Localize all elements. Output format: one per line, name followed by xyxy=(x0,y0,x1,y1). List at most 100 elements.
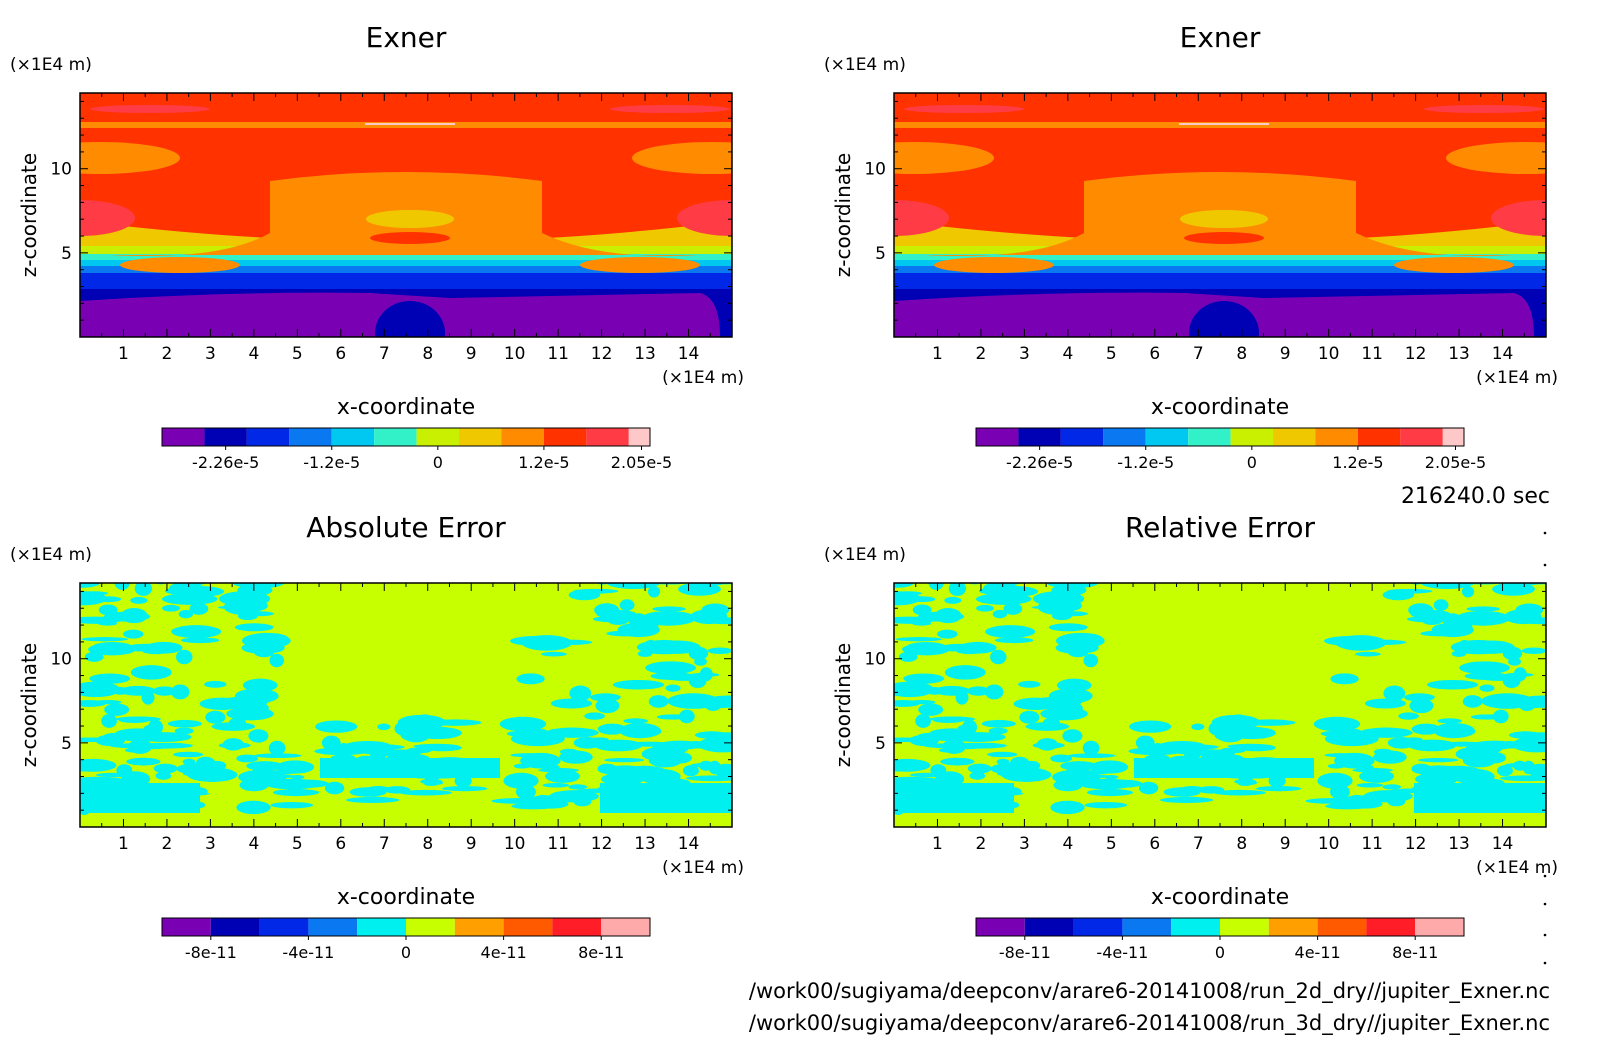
x-tick-label: 10 xyxy=(504,344,526,364)
x-tick-label: 12 xyxy=(591,344,613,364)
colorbar-swatch xyxy=(503,918,553,936)
y-unit-label: (×1E4 m) xyxy=(824,545,906,565)
y-tick-label: 10 xyxy=(50,160,72,180)
x-tick-label: 2 xyxy=(162,344,173,364)
colorbar-label: -2.26e-5 xyxy=(192,453,259,472)
colorbar-swatch xyxy=(204,428,247,446)
panel-3: Absolute Error(×1E4 m)1 2 3 4 5 6 7 8 9 10 11 12 13 1… xyxy=(10,511,744,962)
colorbar-swatch xyxy=(501,428,544,446)
x-tick-label: 7 xyxy=(1193,834,1204,854)
y-tick-label: 5 xyxy=(61,734,72,754)
colorbar-swatch xyxy=(1145,428,1189,446)
x-tick-label: 1 xyxy=(118,834,129,854)
colorbar-swatch xyxy=(1220,918,1269,936)
colorbar-swatch xyxy=(162,428,205,446)
colorbar-swatch xyxy=(1230,428,1274,446)
colorbar-swatch xyxy=(406,918,455,936)
colorbar-label: -8e-11 xyxy=(999,943,1051,962)
y-axis-label: z-coordinate xyxy=(831,153,855,277)
colorbar-swatch xyxy=(1188,428,1231,446)
x-tick-label: 1 xyxy=(932,834,943,854)
x-tick-label: 11 xyxy=(1361,834,1383,854)
x-tick-label: 7 xyxy=(1193,344,1204,364)
colorbar-swatch xyxy=(586,428,629,446)
x-tick-label: 13 xyxy=(634,344,656,364)
colorbar-swatch xyxy=(1122,918,1172,936)
colorbar-swatch xyxy=(374,428,417,446)
y-unit-label: (×1E4 m) xyxy=(10,545,92,565)
x-axis-label: x-coordinate xyxy=(337,885,475,910)
colorbar-swatch xyxy=(1018,428,1061,446)
colorbar-swatch xyxy=(259,918,309,936)
colorbar-swatch xyxy=(1357,428,1401,446)
y-tick-label: 10 xyxy=(50,650,72,670)
y-tick-label: 5 xyxy=(61,244,72,264)
x-tick-label: 9 xyxy=(466,344,477,364)
colorbar-swatch xyxy=(459,428,502,446)
x-axis-label: x-coordinate xyxy=(1151,885,1289,910)
colorbar-swatch xyxy=(1060,428,1104,446)
colorbar-label: 8e-11 xyxy=(1392,943,1438,962)
colorbar-label: -1.2e-5 xyxy=(303,453,360,472)
x-tick-label: 3 xyxy=(1019,344,1030,364)
x-tick-label: 14 xyxy=(1492,344,1514,364)
x-tick-label: 9 xyxy=(1280,344,1291,364)
x-unit-label: (×1E4 m) xyxy=(1476,368,1558,388)
panel-1: Exner(×1E4 m)1 2 3 4 5 6 7 8 9 10 11 12 13 14510(×1E4… xyxy=(10,21,744,472)
chart-title: Absolute Error xyxy=(306,511,506,544)
x-tick-label: 2 xyxy=(976,344,987,364)
x-tick-label: 12 xyxy=(591,834,613,854)
x-tick-label: 5 xyxy=(292,344,303,364)
panel-4: Relative Error(×1E4 m)1 2 3 4 5 6 7 8 9 10 11 12 13 1… xyxy=(824,511,1558,962)
colorbar-label: 2.05e-5 xyxy=(1425,453,1486,472)
chart-title: Relative Error xyxy=(1125,511,1316,544)
x-tick-label: 11 xyxy=(547,344,569,364)
colorbar-swatch xyxy=(628,428,650,446)
y-tick-label: 5 xyxy=(875,244,886,264)
colorbar-swatch xyxy=(601,918,650,936)
x-tick-label: 1 xyxy=(118,344,129,364)
x-tick-label: 10 xyxy=(504,834,526,854)
x-tick-label: 12 xyxy=(1405,344,1427,364)
x-tick-label: 13 xyxy=(634,834,656,854)
x-tick-label: 13 xyxy=(1448,344,1470,364)
colorbar-swatch xyxy=(976,918,1025,936)
colorbar-label: -4e-11 xyxy=(282,943,334,962)
y-axis-label: z-coordinate xyxy=(17,643,41,767)
y-tick-label: 10 xyxy=(864,160,886,180)
x-axis-label: x-coordinate xyxy=(1151,395,1289,420)
x-tick-label: 6 xyxy=(1149,834,1160,854)
x-tick-label: 3 xyxy=(205,834,216,854)
y-tick-label: 10 xyxy=(864,650,886,670)
colorbar-label: 8e-11 xyxy=(578,943,624,962)
x-tick-label: 6 xyxy=(335,834,346,854)
colorbar-swatch xyxy=(552,918,602,936)
x-tick-label: 11 xyxy=(1361,344,1383,364)
colorbar-label: 0 xyxy=(401,943,411,962)
colorbar-label: -2.26e-5 xyxy=(1006,453,1073,472)
x-tick-label: 5 xyxy=(1106,344,1117,364)
colorbar-swatch xyxy=(416,428,460,446)
colorbar-swatch xyxy=(210,918,260,936)
contour-field xyxy=(894,583,1546,827)
colorbar-swatch xyxy=(1317,918,1367,936)
x-tick-label: 10 xyxy=(1318,344,1340,364)
colorbar-swatch xyxy=(289,428,332,446)
contour-field xyxy=(894,93,1546,337)
x-tick-label: 8 xyxy=(1236,834,1247,854)
colorbar-swatch xyxy=(1073,918,1123,936)
colorbar-label: 0 xyxy=(433,453,443,472)
y-unit-label: (×1E4 m) xyxy=(824,55,906,75)
x-tick-label: 5 xyxy=(1106,834,1117,854)
x-tick-label: 8 xyxy=(422,834,433,854)
x-tick-label: 6 xyxy=(335,344,346,364)
colorbar-swatch xyxy=(1442,428,1464,446)
x-tick-label: 9 xyxy=(466,834,477,854)
x-axis-label: x-coordinate xyxy=(337,395,475,420)
colorbar-label: 0 xyxy=(1215,943,1225,962)
colorbar-swatch xyxy=(1415,918,1464,936)
chart-title: Exner xyxy=(1180,21,1261,54)
colorbar-label: -4e-11 xyxy=(1096,943,1148,962)
x-tick-label: 8 xyxy=(422,344,433,364)
x-tick-label: 4 xyxy=(248,344,259,364)
